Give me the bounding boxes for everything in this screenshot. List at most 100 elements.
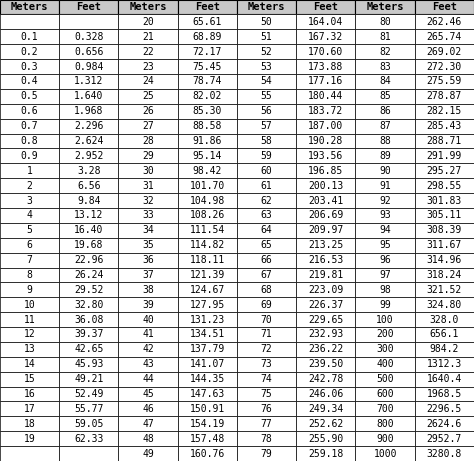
Bar: [178, 134, 237, 148]
Text: 51: 51: [261, 32, 273, 42]
Text: 93: 93: [379, 210, 391, 220]
Bar: [356, 14, 415, 30]
Text: 66: 66: [261, 255, 273, 265]
Bar: [178, 148, 237, 163]
Bar: [178, 431, 237, 446]
Text: 600: 600: [376, 389, 394, 399]
Bar: [356, 297, 415, 312]
Text: 50: 50: [261, 17, 273, 27]
Bar: [415, 372, 474, 387]
Text: 298.55: 298.55: [427, 181, 462, 191]
Text: 2952.7: 2952.7: [427, 434, 462, 443]
Text: 5: 5: [27, 225, 33, 235]
Text: 700: 700: [376, 404, 394, 414]
Text: 200: 200: [376, 330, 394, 339]
Bar: [118, 238, 178, 253]
Bar: [0, 89, 59, 104]
Bar: [415, 402, 474, 416]
Text: 95: 95: [379, 240, 391, 250]
Bar: [59, 238, 118, 253]
Bar: [237, 283, 296, 297]
Text: 57: 57: [261, 121, 273, 131]
Text: 87: 87: [379, 121, 391, 131]
Text: 62.33: 62.33: [74, 434, 103, 443]
Bar: [59, 402, 118, 416]
Bar: [118, 342, 178, 357]
Text: 43: 43: [142, 359, 154, 369]
Text: 27: 27: [142, 121, 154, 131]
Bar: [178, 0, 237, 14]
Bar: [237, 223, 296, 238]
Bar: [118, 297, 178, 312]
Text: 226.37: 226.37: [308, 300, 344, 310]
Bar: [178, 74, 237, 89]
Text: 15: 15: [24, 374, 36, 384]
Text: 213.25: 213.25: [308, 240, 344, 250]
Bar: [118, 446, 178, 461]
Bar: [118, 14, 178, 30]
Text: 68.89: 68.89: [193, 32, 222, 42]
Bar: [415, 446, 474, 461]
Text: 62: 62: [261, 195, 273, 206]
Text: 26: 26: [142, 106, 154, 116]
Text: 53: 53: [261, 62, 273, 71]
Bar: [415, 267, 474, 283]
Text: 114.82: 114.82: [190, 240, 225, 250]
Text: 91.86: 91.86: [193, 136, 222, 146]
Bar: [0, 297, 59, 312]
Bar: [356, 223, 415, 238]
Bar: [0, 238, 59, 253]
Text: 295.27: 295.27: [427, 166, 462, 176]
Bar: [356, 416, 415, 431]
Text: 0.328: 0.328: [74, 32, 103, 42]
Bar: [415, 59, 474, 74]
Bar: [59, 104, 118, 118]
Bar: [0, 342, 59, 357]
Bar: [296, 431, 356, 446]
Bar: [296, 59, 356, 74]
Bar: [415, 178, 474, 193]
Text: 12: 12: [24, 330, 36, 339]
Text: 39: 39: [142, 300, 154, 310]
Bar: [237, 134, 296, 148]
Bar: [59, 74, 118, 89]
Text: 262.46: 262.46: [427, 17, 462, 27]
Text: 42: 42: [142, 344, 154, 355]
Text: 1: 1: [27, 166, 33, 176]
Text: 64: 64: [261, 225, 273, 235]
Text: 6.56: 6.56: [77, 181, 100, 191]
Text: 35: 35: [142, 240, 154, 250]
Text: 81: 81: [379, 32, 391, 42]
Text: 900: 900: [376, 434, 394, 443]
Text: 216.53: 216.53: [308, 255, 344, 265]
Text: 23: 23: [142, 62, 154, 71]
Text: 0.1: 0.1: [21, 32, 38, 42]
Bar: [237, 342, 296, 357]
Text: Feet: Feet: [195, 2, 220, 12]
Text: 26.24: 26.24: [74, 270, 103, 280]
Text: 984.2: 984.2: [430, 344, 459, 355]
Bar: [178, 402, 237, 416]
Bar: [59, 446, 118, 461]
Bar: [356, 327, 415, 342]
Bar: [296, 253, 356, 267]
Text: 3280.8: 3280.8: [427, 449, 462, 459]
Bar: [118, 402, 178, 416]
Text: 269.02: 269.02: [427, 47, 462, 57]
Text: 19: 19: [24, 434, 36, 443]
Text: 69: 69: [261, 300, 273, 310]
Text: 58: 58: [261, 136, 273, 146]
Text: 180.44: 180.44: [308, 91, 344, 101]
Bar: [0, 193, 59, 208]
Bar: [296, 372, 356, 387]
Text: 32: 32: [142, 195, 154, 206]
Bar: [118, 30, 178, 44]
Bar: [0, 253, 59, 267]
Text: 29.52: 29.52: [74, 285, 103, 295]
Bar: [296, 193, 356, 208]
Bar: [178, 30, 237, 44]
Text: 196.85: 196.85: [308, 166, 344, 176]
Bar: [415, 134, 474, 148]
Bar: [356, 134, 415, 148]
Bar: [415, 327, 474, 342]
